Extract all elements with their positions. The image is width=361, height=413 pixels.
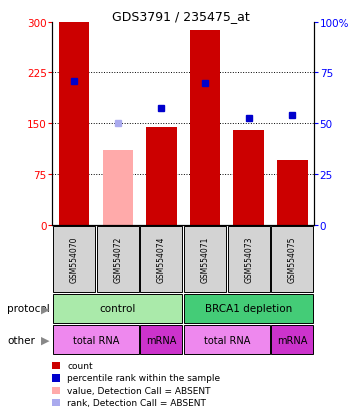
Bar: [53, 325, 139, 354]
Text: GSM554072: GSM554072: [113, 236, 122, 282]
Bar: [53, 294, 182, 323]
Text: value, Detection Call = ABSENT: value, Detection Call = ABSENT: [67, 386, 210, 395]
Text: control: control: [100, 304, 136, 314]
Bar: [103, 151, 133, 225]
Text: ▶: ▶: [41, 335, 49, 345]
Text: GSM554073: GSM554073: [244, 236, 253, 282]
Bar: [184, 325, 270, 354]
Text: GSM554075: GSM554075: [288, 236, 297, 282]
Bar: [277, 161, 308, 225]
Bar: [228, 226, 270, 292]
Text: total RNA: total RNA: [204, 335, 250, 345]
Text: other: other: [7, 335, 35, 345]
Text: mRNA: mRNA: [277, 335, 308, 345]
Bar: [146, 127, 177, 225]
Bar: [59, 23, 90, 225]
Text: percentile rank within the sample: percentile rank within the sample: [67, 373, 220, 382]
Bar: [184, 294, 313, 323]
Bar: [140, 226, 182, 292]
Text: protocol: protocol: [7, 304, 50, 314]
Text: GSM554074: GSM554074: [157, 236, 166, 282]
Bar: [53, 226, 95, 292]
Bar: [271, 226, 313, 292]
Text: GSM554070: GSM554070: [70, 236, 79, 282]
Text: BRCA1 depletion: BRCA1 depletion: [205, 304, 292, 314]
Bar: [97, 226, 139, 292]
Text: count: count: [67, 361, 93, 370]
Bar: [140, 325, 182, 354]
Text: GSM554071: GSM554071: [200, 236, 209, 282]
Bar: [233, 131, 264, 225]
Bar: [271, 325, 313, 354]
Text: GDS3791 / 235475_at: GDS3791 / 235475_at: [112, 10, 249, 23]
Bar: [190, 31, 220, 225]
Bar: [184, 226, 226, 292]
Text: ▶: ▶: [41, 304, 49, 314]
Text: total RNA: total RNA: [73, 335, 119, 345]
Text: mRNA: mRNA: [146, 335, 177, 345]
Text: rank, Detection Call = ABSENT: rank, Detection Call = ABSENT: [67, 398, 206, 407]
